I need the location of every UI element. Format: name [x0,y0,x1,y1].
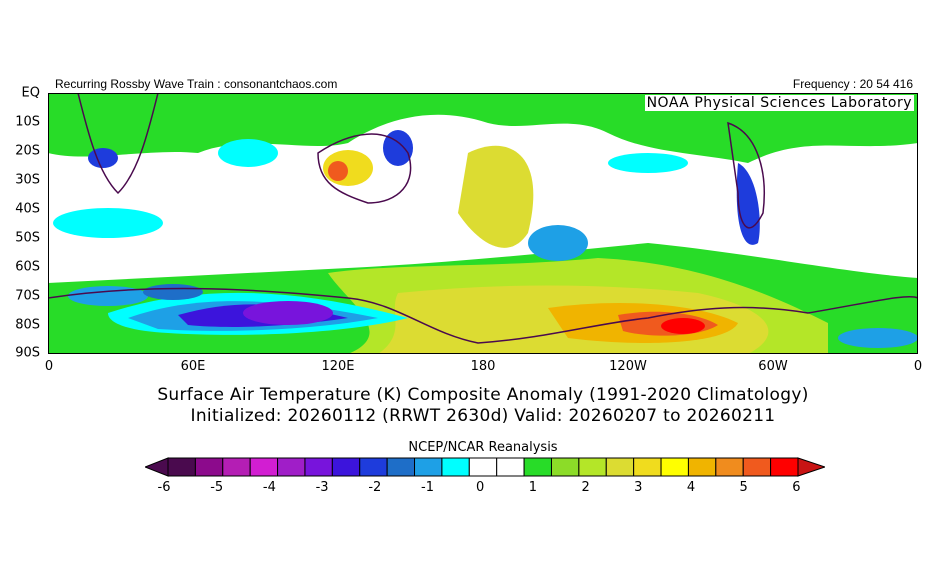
lon-tick: 60W [758,359,788,374]
colorbar-swatch [468,457,498,477]
lon-tick: 120W [609,359,647,374]
lat-tick: 90S [15,345,40,361]
title-line-1: Surface Air Temperature (K) Composite An… [157,385,809,405]
colorbar-swatch [633,457,662,477]
lon-tick: 60E [180,359,206,374]
lon-tick: 0 [44,359,54,374]
lat-tick: 80S [15,317,40,333]
colorbar-tick: 4 [686,480,696,495]
lat-tick: 60S [15,259,40,275]
colorbar-swatch [359,457,388,477]
colorbar-swatch [770,457,799,477]
colorbar-swatch [277,457,306,477]
lat-tick: 20S [15,143,40,159]
colorbar-swatch [167,457,196,477]
colorbar-tick: -1 [421,480,434,495]
colorbar-swatch [550,457,580,477]
lon-tick: 0 [913,359,923,374]
coastlines [48,93,918,344]
header-left: Recurring Rossby Wave Train : consonantc… [55,77,338,91]
colorbar-swatch [660,457,689,477]
colorbar-tick: -4 [262,480,276,495]
colorbar-swatch [304,457,333,477]
anomaly-fields [48,93,918,354]
lon-tick: 180 [470,359,496,374]
anomaly-map [48,93,918,354]
lon-tick: 120E [321,359,355,374]
colorbar-swatch [386,457,416,477]
colorbar-tick: 6 [792,480,801,495]
colorbar-swatch [331,457,361,477]
colorbar-swatch [194,457,224,477]
lat-tick: 40S [15,201,40,217]
colorbar-tick: -6 [157,480,171,495]
colorbar-label: NCEP/NCAR Reanalysis [408,440,558,455]
colorbar-tick: 3 [634,480,643,495]
header-right: Frequency : 20 54 416 [792,77,913,91]
map-credit: NOAA Physical Sciences Laboratory [644,95,914,111]
colorbar-swatch [496,457,525,477]
colorbar-swatch [578,457,607,477]
colorbar-tick: -2 [368,480,382,495]
colorbar-tick: 2 [581,480,590,495]
lat-tick: 30S [15,172,40,188]
colorbar-swatch [523,457,552,477]
lat-tick: EQ [21,85,40,101]
colorbar-left-arrow [145,457,169,477]
colorbar-tick: 1 [528,480,538,495]
colorbar-swatch [715,457,744,477]
colorbar-swatch [687,457,717,477]
lat-tick: 70S [15,288,40,304]
colorbar-tick: -3 [315,480,329,495]
lat-tick: 50S [15,230,40,246]
colorbar-swatch [742,457,772,477]
colorbar-tick: -5 [210,480,224,495]
colorbar-swatch [414,457,443,477]
colorbar-tick: 5 [739,480,748,495]
colorbar-swatch [605,457,635,477]
colorbar-swatch [441,457,470,477]
colorbar-swatch [222,457,251,477]
colorbar [145,457,825,477]
title-line-2: Initialized: 20260112 (RRWT 2630d) Valid… [190,406,776,426]
lat-tick: 10S [15,114,40,130]
colorbar-right-arrow [797,457,825,477]
colorbar-tick: 0 [476,480,485,495]
colorbar-swatch [249,457,279,477]
